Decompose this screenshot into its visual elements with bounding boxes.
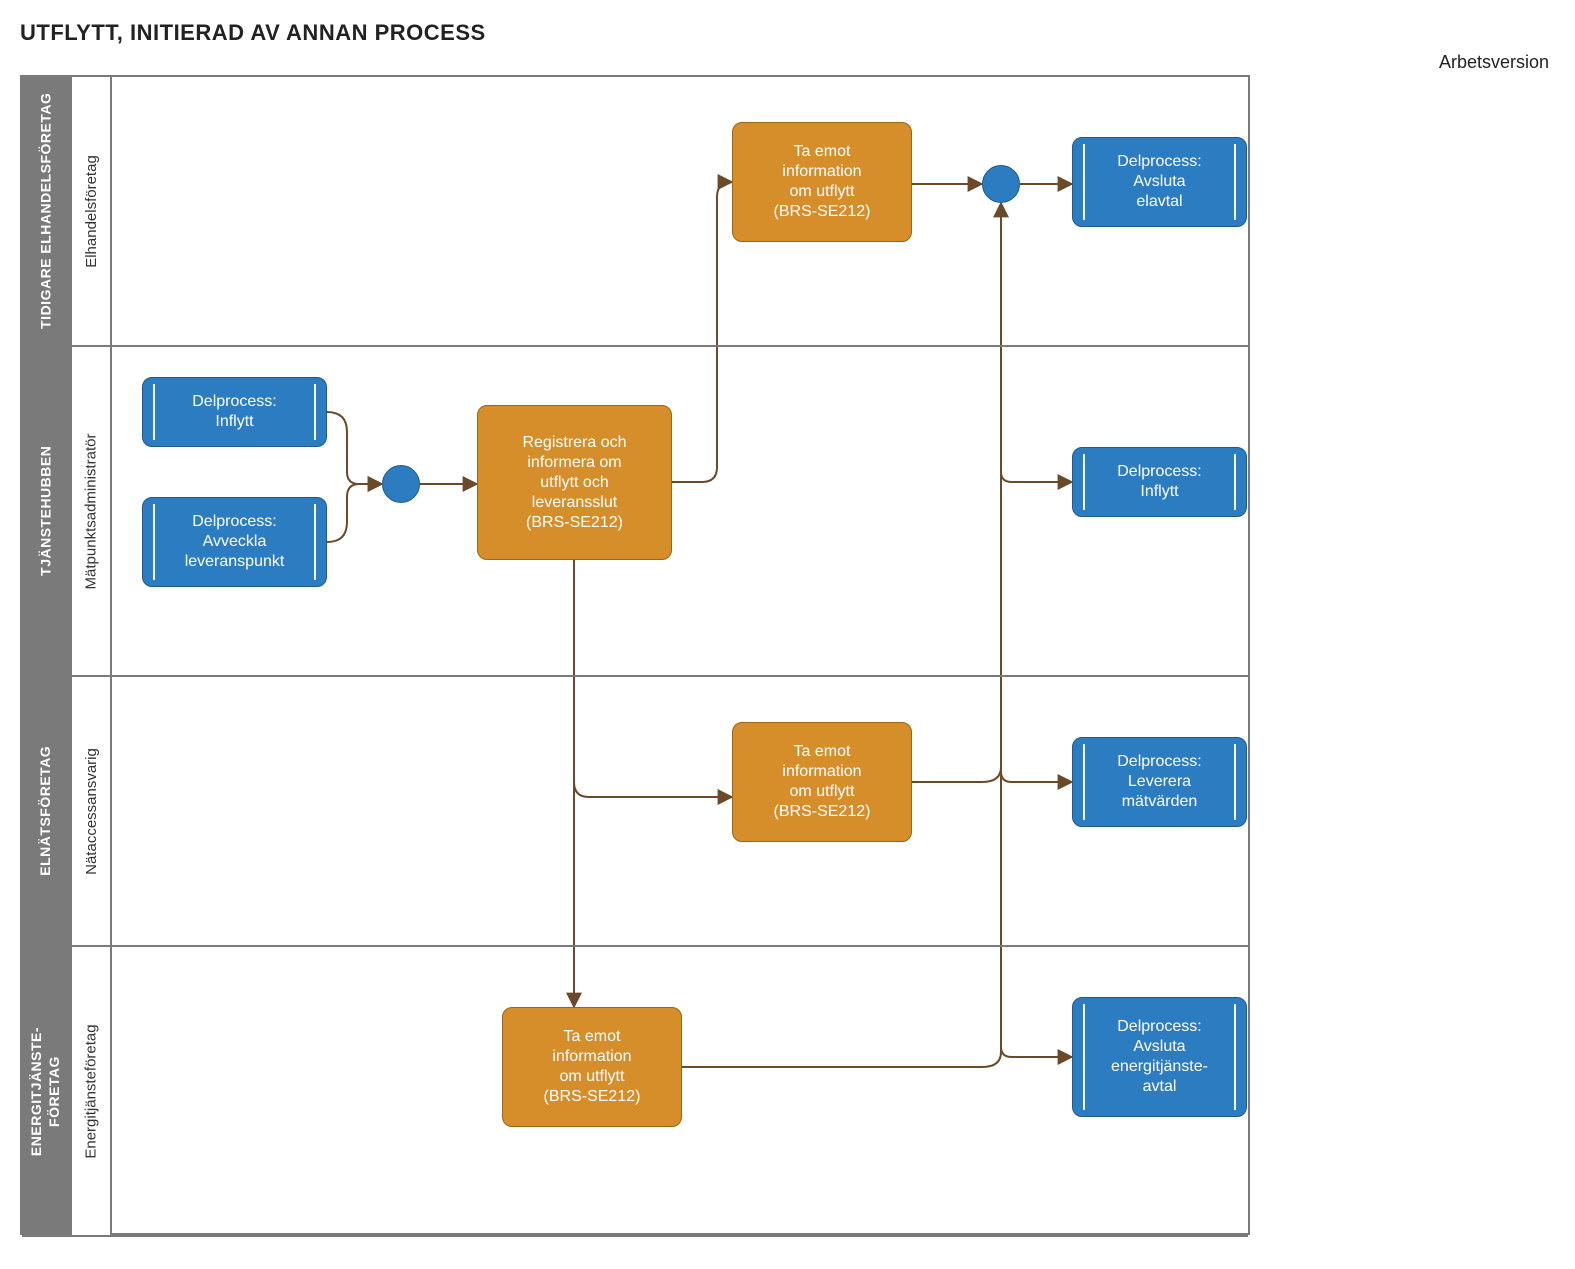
node-sp_avsluta_energi: Delprocess:Avslutaenergitjänste-avtal [1072,997,1247,1117]
node-label: Delprocess:Inflytt [1117,462,1201,502]
node-label: Delprocess:Inflytt [192,392,276,432]
lane-header: ELNÄTSFÖRETAG [22,677,72,945]
node-task_taemot_top: Ta emotinformationom utflytt(BRS-SE212) [732,122,912,242]
node-sp_avsluta_elavtal: Delprocess:Avslutaelavtal [1072,137,1247,227]
gateway-gw1 [382,465,420,503]
lane-role: Elhandelsföretag [72,77,112,345]
node-sp_inflytt_end: Delprocess:Inflytt [1072,447,1247,517]
lane-role: Energitjänsteföretag [72,947,112,1235]
node-label: Delprocess:Avslutaelavtal [1117,152,1201,212]
node-sp_leverera: Delprocess:Levereramätvärden [1072,737,1247,827]
gateway-gw2 [982,165,1020,203]
node-sp_avveckla: Delprocess:Avvecklaleveranspunkt [142,497,327,587]
swimlane-diagram: TIDIGARE ELHANDELSFÖRETAG Elhandelsföreta… [20,75,1250,1235]
node-label: Delprocess:Levereramätvärden [1117,752,1201,812]
lane-header: TIDIGARE ELHANDELSFÖRETAG [22,77,72,345]
lane-role: Mätpunktsadministratör [72,347,112,675]
node-label: Ta emotinformationom utflytt(BRS-SE212) [544,1027,641,1107]
node-label: Ta emotinformationom utflytt(BRS-SE212) [774,142,871,222]
lane-header: ENERGITJÄNSTE-FÖRETAG [22,947,72,1235]
node-task_taemot_energi: Ta emotinformationom utflytt(BRS-SE212) [502,1007,682,1127]
node-label: Registrera ochinformera omutflytt ochlev… [522,433,626,533]
node-sp_inflytt_start: Delprocess:Inflytt [142,377,327,447]
lane-lane1: TIDIGARE ELHANDELSFÖRETAG Elhandelsföreta… [22,77,1248,347]
node-label: Delprocess:Avslutaenergitjänste-avtal [1111,1017,1208,1097]
node-label: Ta emotinformationom utflytt(BRS-SE212) [774,742,871,822]
lane-header: TJÄNSTEHUBBEN [22,347,72,675]
page-title: UTFLYTT, INITIERAD AV ANNAN PROCESS [20,20,1555,46]
lane-title: TJÄNSTEHUBBEN [37,446,55,576]
lane-title: TIDIGARE ELHANDELSFÖRETAG [37,93,55,329]
node-label: Delprocess:Avvecklaleveranspunkt [185,512,285,572]
lane-lane3: ELNÄTSFÖRETAG Nätaccessansvarig [22,677,1248,947]
lane-title: ENERGITJÄNSTE-FÖRETAG [29,1026,64,1155]
version-label: Arbetsversion [20,52,1555,73]
lane-role: Nätaccessansvarig [72,677,112,945]
node-task_registrera: Registrera ochinformera omutflytt ochlev… [477,405,672,560]
node-task_taemot_nat: Ta emotinformationom utflytt(BRS-SE212) [732,722,912,842]
lane-title: ELNÄTSFÖRETAG [37,746,55,876]
